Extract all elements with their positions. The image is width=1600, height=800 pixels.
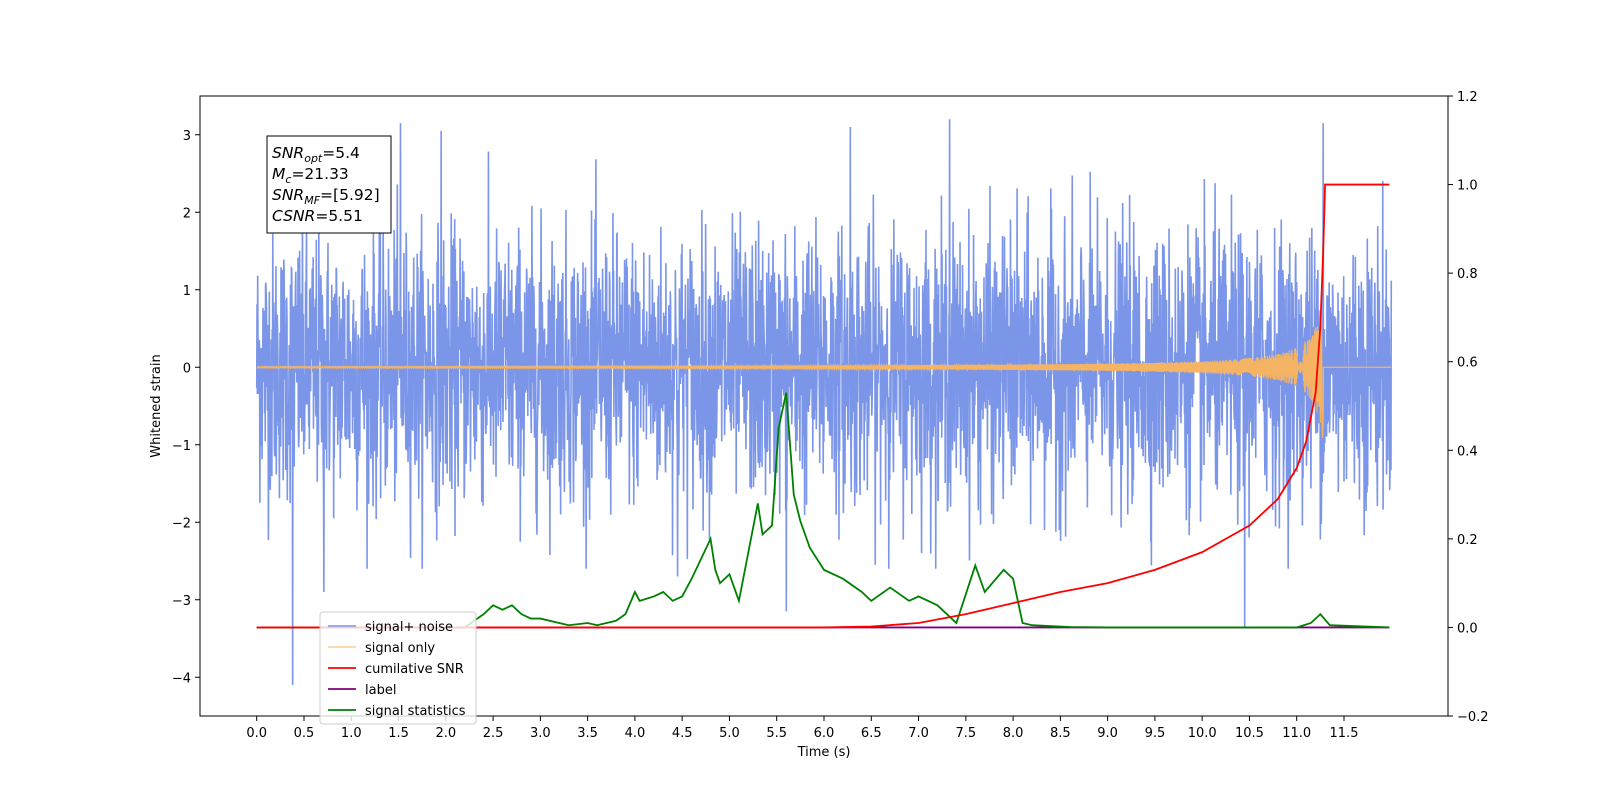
y2-tick-label: 0.8 bbox=[1457, 267, 1478, 282]
x-tick-label: 4.5 bbox=[672, 726, 693, 741]
y2-tick-label: 0.0 bbox=[1457, 621, 1478, 636]
y2-tick-label: 1.0 bbox=[1457, 179, 1478, 194]
x-tick-label: 6.5 bbox=[861, 726, 882, 741]
x-tick-label: 3.0 bbox=[530, 726, 551, 741]
annotation-line: SNRMF=[5.92] bbox=[272, 186, 380, 207]
x-tick-label: 10.5 bbox=[1235, 726, 1264, 741]
x-tick-label: 2.0 bbox=[435, 726, 456, 741]
x-tick-label: 7.5 bbox=[955, 726, 976, 741]
annotation-value: =[5.92] bbox=[320, 186, 380, 204]
annotation-symbol: CSNR bbox=[272, 207, 315, 225]
x-tick-label: 0.0 bbox=[246, 726, 267, 741]
x-tick-label: 4.0 bbox=[625, 726, 646, 741]
annotation-value: =5.51 bbox=[315, 207, 363, 225]
y2-tick-label: 0.6 bbox=[1457, 356, 1478, 371]
x-tick-label: 7.0 bbox=[908, 726, 929, 741]
legend-entry: signal statistics bbox=[365, 704, 466, 719]
y-tick-label: 3 bbox=[183, 129, 191, 144]
y2-tick-label: 1.2 bbox=[1457, 90, 1478, 105]
y-tick-label: −2 bbox=[172, 516, 191, 531]
y-tick-label: 2 bbox=[183, 206, 191, 221]
y-axis-title: Whitened strain bbox=[149, 354, 164, 457]
legend-entry: signal only bbox=[365, 641, 435, 656]
annotation-frame bbox=[266, 135, 392, 234]
x-tick-label: 1.5 bbox=[388, 726, 409, 741]
series-signal-only-line bbox=[256, 306, 1392, 439]
y-tick-label: −3 bbox=[172, 594, 191, 609]
y2-axis-ticks: 1.2 1.0 0.8 0.6 0.4 0.2 0.0 −0.2 bbox=[1448, 90, 1489, 725]
x-tick-label: 11.5 bbox=[1330, 726, 1359, 741]
x-tick-label: 11.0 bbox=[1282, 726, 1311, 741]
y-tick-label: 0 bbox=[183, 361, 191, 376]
x-tick-label: 5.5 bbox=[766, 726, 787, 741]
x-tick-label: 2.5 bbox=[483, 726, 504, 741]
x-tick-label: 3.5 bbox=[577, 726, 598, 741]
legend-entry: signal+ noise bbox=[365, 620, 453, 635]
x-tick-label: 5.0 bbox=[719, 726, 740, 741]
annotation-symbol: SNR bbox=[272, 186, 304, 204]
x-tick-label: 6.0 bbox=[814, 726, 835, 741]
x-tick-label: 8.0 bbox=[1003, 726, 1024, 741]
x-tick-label: 9.0 bbox=[1097, 726, 1118, 741]
y-axis-ticks: 3 2 1 0 −1 −2 −3 −4 bbox=[172, 129, 200, 686]
series-signal-noise-line bbox=[255, 119, 1393, 686]
annotation-symbol: SNR bbox=[272, 144, 304, 162]
x-tick-label: 9.5 bbox=[1145, 726, 1166, 741]
annotation-subscript: MF bbox=[304, 194, 320, 207]
annotation-line: SNRopt=5.4 bbox=[272, 144, 360, 165]
x-tick-label: 0.5 bbox=[294, 726, 315, 741]
legend-entry: label bbox=[365, 683, 396, 698]
annotation-line: CSNR=5.51 bbox=[272, 207, 363, 225]
annotation-line: Mc=21.33 bbox=[272, 165, 349, 186]
annotation-symbol: M bbox=[272, 165, 285, 183]
annotation-subscript: opt bbox=[304, 152, 323, 165]
x-tick-label: 1.0 bbox=[341, 726, 362, 741]
y-tick-label: −4 bbox=[172, 671, 191, 686]
series-cumilative-snr-line bbox=[256, 183, 1390, 629]
x-tick-label: 8.5 bbox=[1050, 726, 1071, 741]
y2-tick-label: −0.2 bbox=[1457, 710, 1489, 725]
legend-entry: cumilative SNR bbox=[365, 662, 464, 677]
legend-frame bbox=[319, 611, 477, 725]
y-tick-label: −1 bbox=[172, 439, 191, 454]
y2-tick-label: 0.2 bbox=[1457, 533, 1478, 548]
y-tick-label: 1 bbox=[183, 284, 191, 299]
series-layer bbox=[255, 119, 1393, 686]
x-tick-label: 10.0 bbox=[1188, 726, 1217, 741]
annotation-subscript: c bbox=[285, 173, 291, 186]
series-signal-statistics-line bbox=[256, 392, 1390, 629]
annotation-value: =21.33 bbox=[291, 165, 348, 183]
y2-tick-label: 0.4 bbox=[1457, 444, 1478, 459]
legend: signal+ noise signal only cumilative SNR la… bbox=[319, 611, 477, 725]
annotation-value: =5.4 bbox=[322, 144, 360, 162]
x-axis-ticks: 0.0 0.5 1.0 1.5 2.0 2.5 3.0 3.5 4.0 4.5 5.0 5.5 6.0 6… bbox=[246, 716, 1358, 741]
x-axis-title: Time (s) bbox=[797, 745, 851, 760]
